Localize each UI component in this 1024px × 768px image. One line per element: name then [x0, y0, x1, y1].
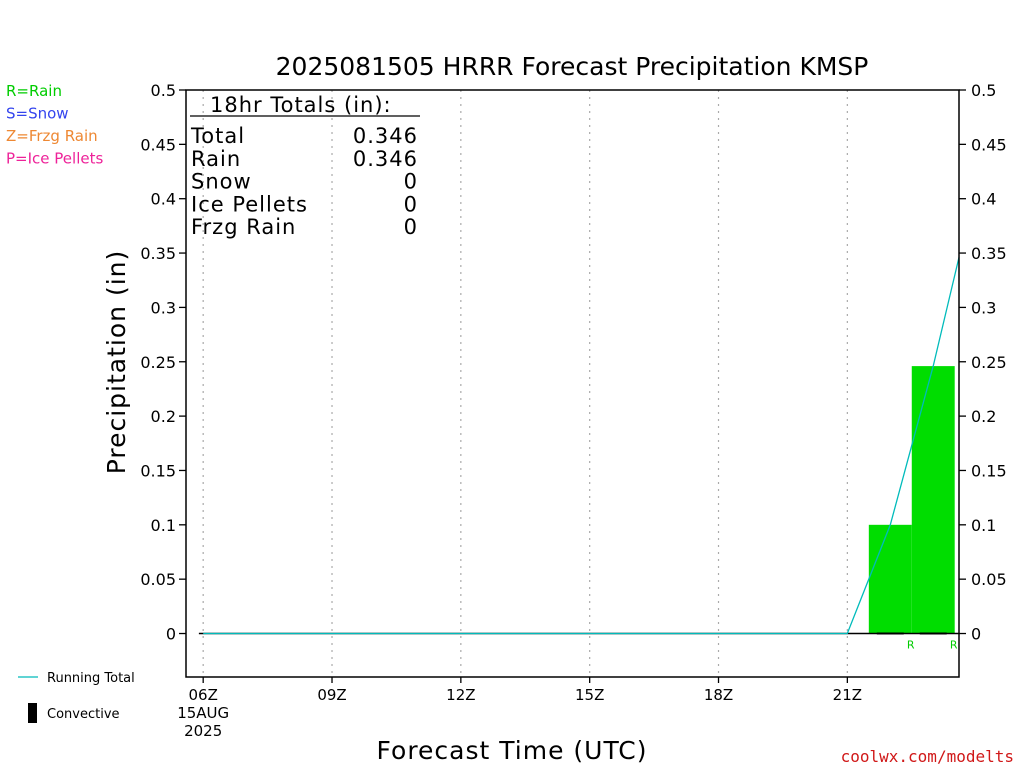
- y-tick-label: 0.45: [971, 135, 1007, 154]
- precip-bar: [911, 366, 955, 634]
- totals-row-label: Snow: [191, 170, 252, 194]
- totals-row-value: 0: [404, 170, 418, 194]
- y-axis-left: 0 0.05 0.1 0.15 0.2 0.25 0.3 0.35 0.4 0.45 0.5: [140, 81, 186, 644]
- x-tick-label: 15Z: [575, 686, 604, 704]
- y-tick-label: 0: [166, 625, 176, 644]
- gridlines: [202, 90, 848, 677]
- totals-row-value: 0.346: [353, 124, 418, 148]
- y-tick-label: 0.5: [971, 81, 996, 100]
- x-axis-label: Forecast Time (UTC): [377, 736, 648, 765]
- convective-legend-label: Convective: [47, 707, 120, 722]
- precip-type-legend-entry: Z=Frzg Rain: [6, 127, 98, 145]
- running-total-legend-label: Running Total: [47, 671, 135, 686]
- totals-row-label: Total: [190, 124, 245, 148]
- precip-type-mark: R: [950, 639, 958, 652]
- y-tick-label: 0.25: [971, 353, 1007, 372]
- y-tick-label: 0.2: [971, 407, 996, 426]
- y-tick-label: 0.15: [971, 461, 1007, 480]
- y-tick-label: 0.15: [140, 461, 176, 480]
- totals-row-label: Ice Pellets: [191, 192, 308, 216]
- precip-type-legend-entry: S=Snow: [6, 105, 69, 123]
- precip-type-mark: R: [907, 639, 915, 652]
- y-tick-label: 0.05: [140, 570, 176, 589]
- y-tick-label: 0.2: [151, 407, 176, 426]
- y-axis-label: Precipitation (in): [102, 250, 131, 475]
- bars: [868, 366, 955, 634]
- credit-text: coolwx.com/modelts: [841, 747, 1014, 766]
- y-tick-label: 0.4: [151, 190, 176, 209]
- y-tick-label: 0.5: [151, 81, 176, 100]
- y-tick-label: 0.1: [971, 516, 996, 535]
- y-tick-label: 0.45: [140, 135, 176, 154]
- convective-legend-swatch: [28, 703, 37, 723]
- y-tick-label: 0.35: [140, 244, 176, 263]
- totals-row-label: Rain: [191, 147, 241, 171]
- x-tick-label: 2025: [184, 722, 222, 740]
- totals-row-value: 0.346: [353, 147, 418, 171]
- precip-type-legend-entry: P=Ice Pellets: [6, 150, 103, 168]
- x-tick-label: 12Z: [446, 686, 475, 704]
- totals-row-value: 0: [404, 215, 418, 239]
- y-tick-label: 0.3: [151, 298, 176, 317]
- x-tick-label: 06Z: [188, 686, 217, 704]
- plot-frame: [185, 89, 960, 678]
- precip-type-legend-entry: R=Rain: [6, 82, 62, 100]
- x-tick-label: 18Z: [704, 686, 733, 704]
- y-tick-label: 0.4: [971, 190, 996, 209]
- precip-bar: [868, 524, 912, 634]
- x-tick-label: 15AUG: [177, 704, 229, 722]
- totals-row-value: 0: [404, 192, 418, 216]
- totals-heading: 18hr Totals (in):: [210, 93, 392, 117]
- y-tick-label: 0.25: [140, 353, 176, 372]
- x-tick-label: 21Z: [833, 686, 862, 704]
- running-total-line: [203, 257, 960, 635]
- y-tick-label: 0.3: [971, 298, 996, 317]
- x-tick-label: 09Z: [317, 686, 346, 704]
- precip-type-legend: R=Rain S=Snow Z=Frzg Rain P=Ice Pellets: [6, 82, 103, 168]
- series-legend: Running Total Convective: [18, 671, 135, 723]
- y-tick-label: 0.1: [151, 516, 176, 535]
- y-tick-label: 0.05: [971, 570, 1007, 589]
- totals-row-label: Frzg Rain: [191, 215, 296, 239]
- y-tick-label: 0: [971, 625, 981, 644]
- y-axis-right: 0 0.05 0.1 0.15 0.2 0.25 0.3 0.35 0.4 0.45 0.5: [959, 81, 1007, 644]
- chart-title: 2025081505 HRRR Forecast Precipitation K…: [276, 52, 869, 81]
- y-tick-label: 0.35: [971, 244, 1007, 263]
- totals-box: 18hr Totals (in): Total 0.346 Rain 0.346 Snow…: [190, 93, 420, 239]
